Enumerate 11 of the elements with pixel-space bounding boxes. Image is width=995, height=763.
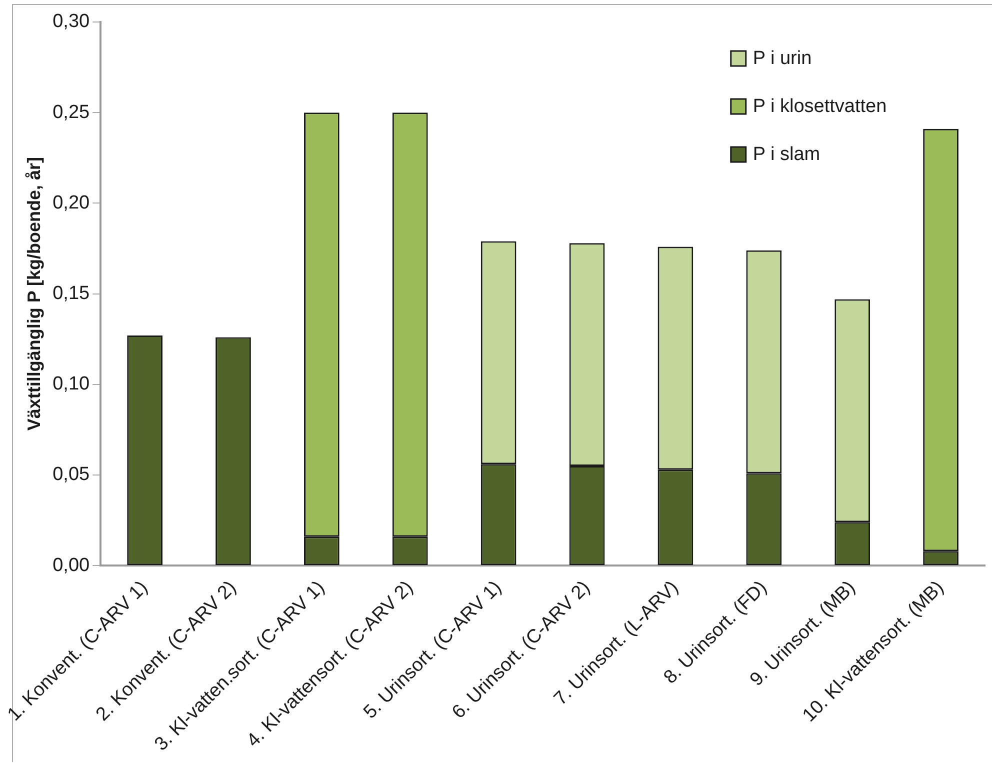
y-tick-label: 0,00 (52, 554, 90, 576)
y-tick-label: 0,30 (52, 11, 90, 32)
y-tick-label: 0,05 (52, 464, 90, 486)
y-axis-title: Växttillgänglig P [kg/boende, år] (24, 156, 44, 431)
y-tick-label: 0,10 (52, 374, 90, 395)
legend-label: P i klosettvatten (752, 96, 887, 118)
y-tick-label: 0,20 (52, 192, 90, 214)
y-tick-label: 0,25 (52, 102, 90, 123)
legend-label: P i urin (752, 48, 812, 70)
y-tick-label: 0,15 (52, 283, 90, 304)
legend-label: P i slam (752, 144, 820, 166)
